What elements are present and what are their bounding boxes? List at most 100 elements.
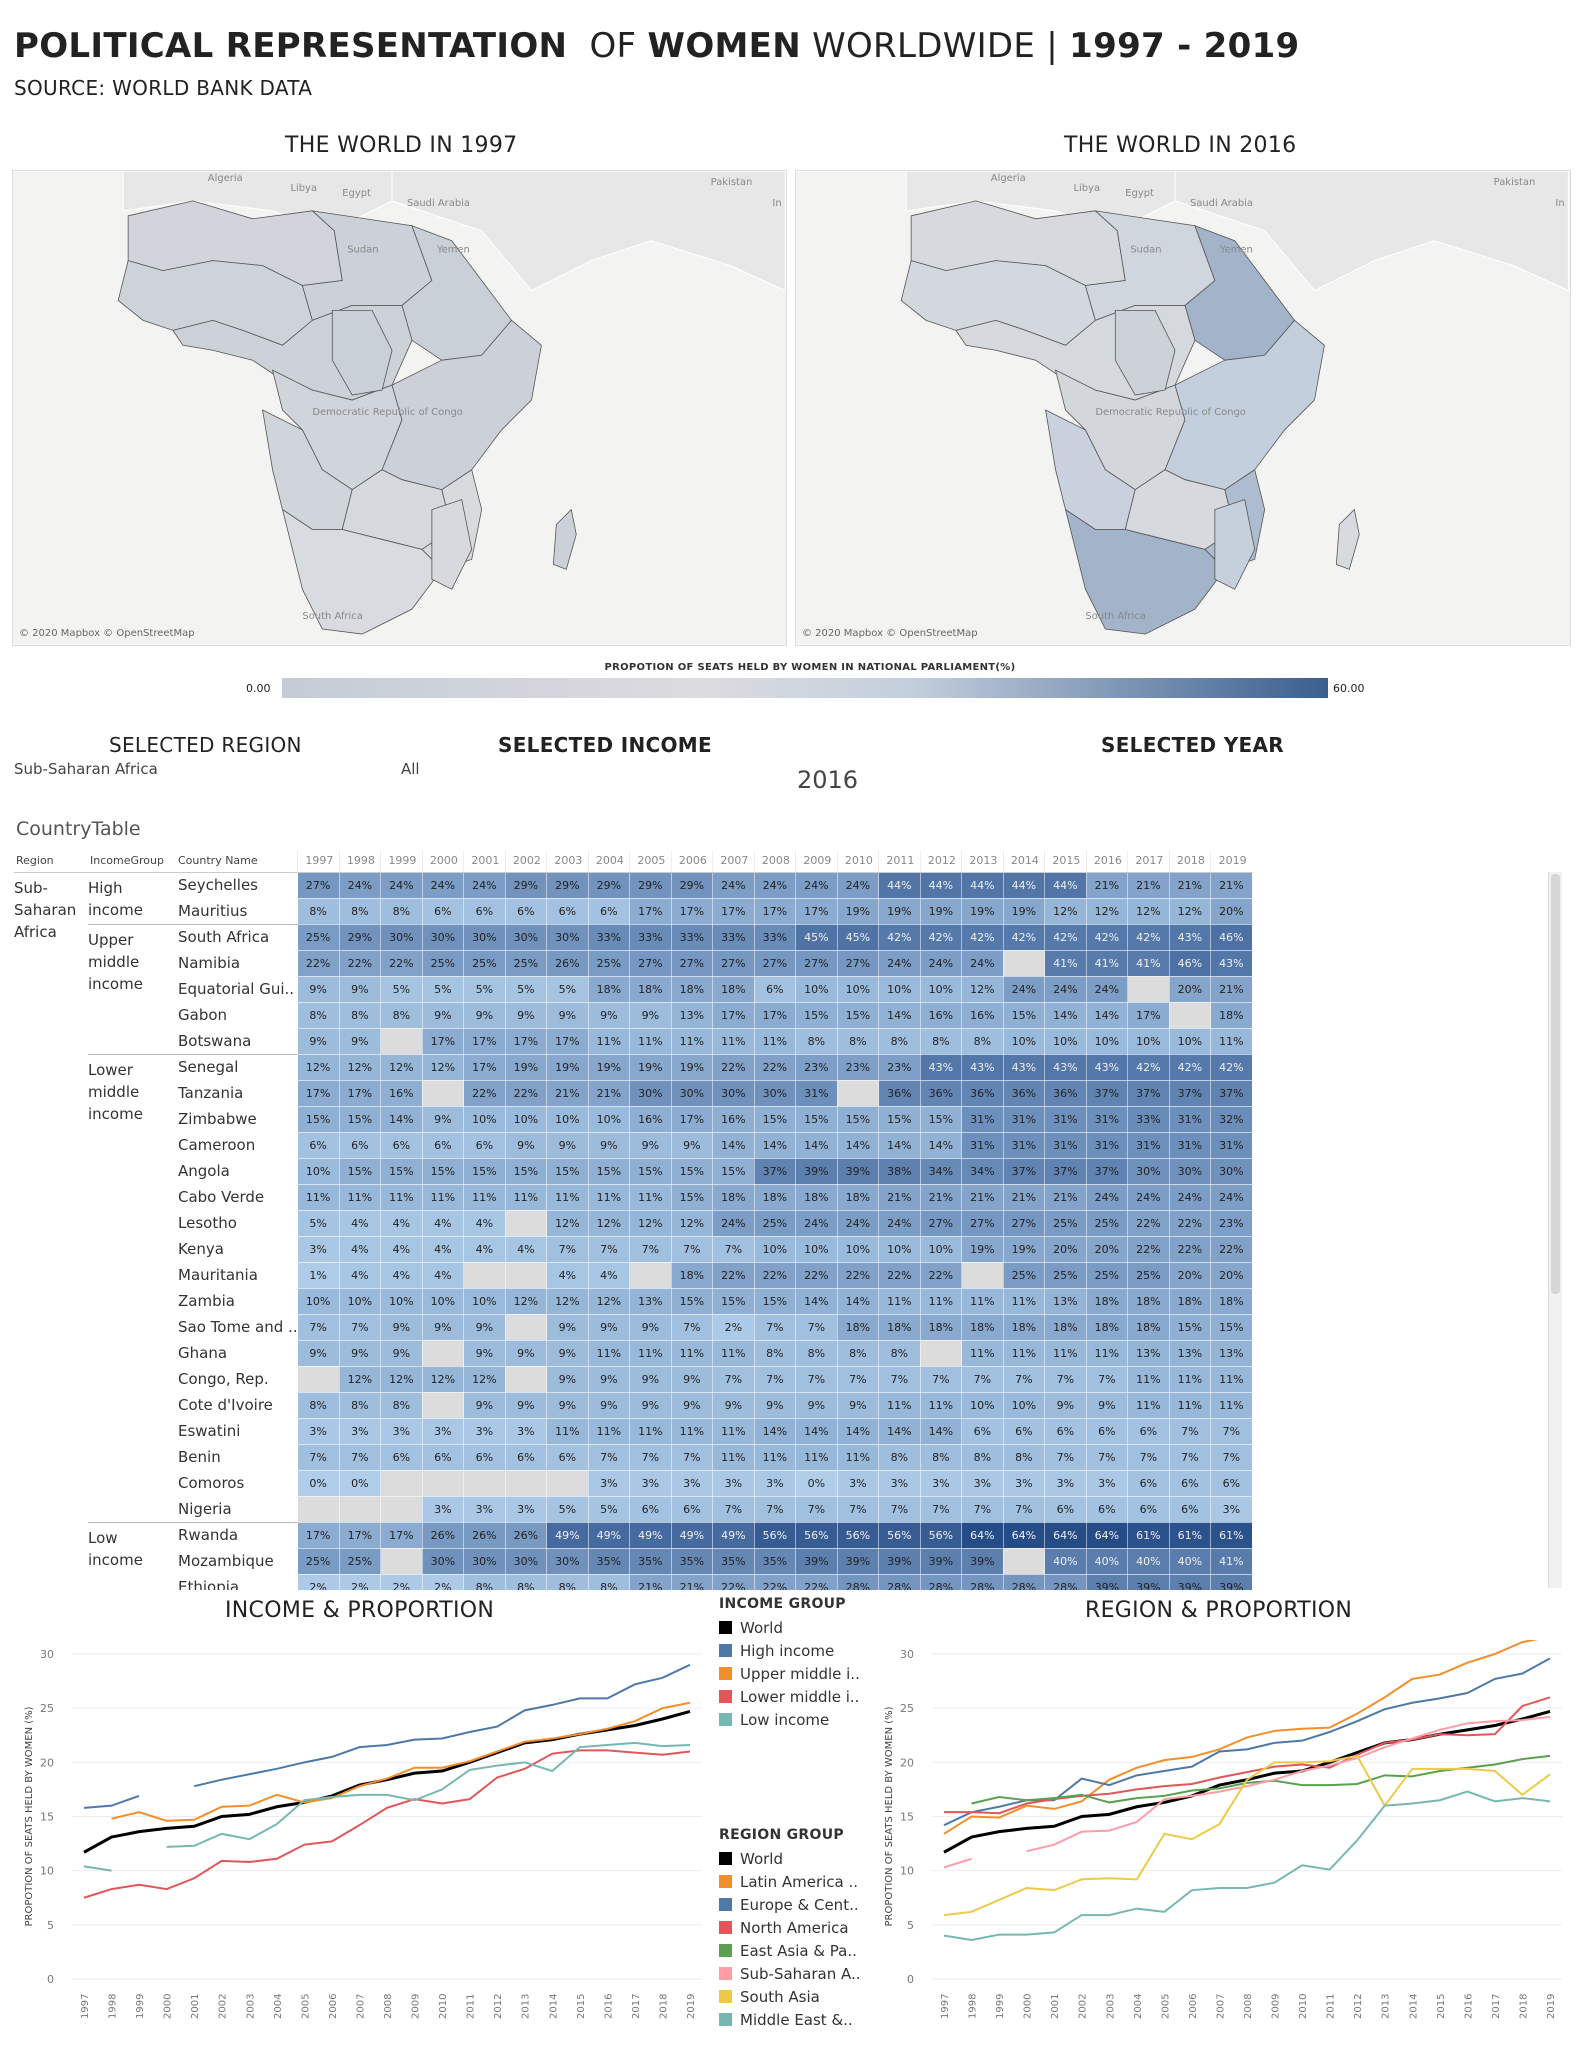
col-header-year[interactable]: 1998 <box>338 850 381 873</box>
value-cell[interactable]: 19% <box>505 1053 548 1081</box>
value-cell[interactable] <box>380 1470 423 1497</box>
value-cell[interactable]: 3% <box>671 1470 714 1497</box>
value-cell[interactable]: 9% <box>671 1366 714 1393</box>
value-cell[interactable]: 64% <box>1086 1521 1129 1549</box>
col-header-year[interactable]: 2009 <box>795 850 838 873</box>
value-cell[interactable]: 44% <box>878 872 921 899</box>
value-cell[interactable]: 33% <box>671 923 714 951</box>
value-cell[interactable]: 11% <box>671 1028 714 1055</box>
value-cell[interactable]: 12% <box>380 1053 423 1081</box>
value-cell[interactable]: 8% <box>339 1002 382 1029</box>
value-cell[interactable]: 11% <box>1210 1028 1253 1055</box>
value-cell[interactable]: 45% <box>795 923 838 951</box>
value-cell[interactable]: 11% <box>1044 1340 1087 1367</box>
value-cell[interactable]: 6% <box>1127 1470 1170 1497</box>
value-cell[interactable] <box>1127 976 1170 1003</box>
value-cell[interactable]: 24% <box>1003 976 1046 1003</box>
value-cell[interactable]: 3% <box>961 1470 1004 1497</box>
value-cell[interactable]: 17% <box>463 1053 506 1081</box>
value-cell[interactable]: 30% <box>712 1080 755 1107</box>
value-cell[interactable]: 15% <box>754 1106 797 1133</box>
value-cell[interactable] <box>380 1028 423 1055</box>
value-cell[interactable]: 3% <box>380 1418 423 1445</box>
value-cell[interactable]: 22% <box>878 1262 921 1289</box>
value-cell[interactable]: 19% <box>588 1053 631 1081</box>
value-cell[interactable]: 3% <box>629 1470 672 1497</box>
value-cell[interactable]: 8% <box>837 1340 880 1367</box>
value-cell[interactable]: 2% <box>380 1574 423 1590</box>
value-cell[interactable]: 7% <box>546 1236 589 1263</box>
col-header-year[interactable]: 2016 <box>1085 850 1128 873</box>
value-cell[interactable]: 9% <box>629 1366 672 1393</box>
value-cell[interactable]: 42% <box>1210 1053 1253 1081</box>
table-row[interactable]: Upper middle income South Africa 25% 29% 30%… <box>14 923 1253 1054</box>
value-cell[interactable]: 11% <box>837 1444 880 1471</box>
value-cell[interactable]: 14% <box>754 1418 797 1445</box>
col-header-year[interactable]: 2015 <box>1044 850 1087 873</box>
value-cell[interactable]: 42% <box>1044 923 1087 951</box>
country-name-cell[interactable]: Zimbabwe <box>178 1110 257 1128</box>
value-cell[interactable]: 3% <box>1044 1470 1087 1497</box>
value-cell[interactable]: 33% <box>1127 1106 1170 1133</box>
value-cell[interactable]: 41% <box>1127 950 1170 977</box>
value-cell[interactable]: 28% <box>837 1574 880 1590</box>
value-cell[interactable]: 11% <box>297 1184 340 1211</box>
value-cell[interactable]: 37% <box>1086 1080 1129 1107</box>
value-cell[interactable] <box>961 1262 1004 1289</box>
value-cell[interactable]: 8% <box>795 1340 838 1367</box>
value-cell[interactable]: 10% <box>837 1236 880 1263</box>
value-cell[interactable]: 10% <box>961 1392 1004 1419</box>
value-cell[interactable]: 7% <box>878 1496 921 1523</box>
legend-item[interactable]: Sub-Saharan A.. <box>719 1962 861 1985</box>
value-cell[interactable]: 6% <box>380 1444 423 1471</box>
legend-item[interactable]: World <box>719 1847 861 1870</box>
value-cell[interactable]: 22% <box>837 1262 880 1289</box>
value-cell[interactable]: 43% <box>1210 950 1253 977</box>
value-cell[interactable]: 31% <box>1169 1132 1212 1159</box>
value-cell[interactable]: 8% <box>297 1002 340 1029</box>
value-cell[interactable]: 0% <box>339 1470 382 1497</box>
value-cell[interactable]: 23% <box>795 1053 838 1081</box>
value-cell[interactable]: 39% <box>1086 1574 1129 1590</box>
country-name-cell[interactable]: South Africa <box>176 923 298 950</box>
value-cell[interactable]: 40% <box>1127 1548 1170 1575</box>
value-cell[interactable]: 8% <box>754 1340 797 1367</box>
value-cell[interactable]: 24% <box>422 872 465 899</box>
value-cell[interactable]: 11% <box>588 1418 631 1445</box>
value-cell[interactable]: 8% <box>837 1028 880 1055</box>
series-line[interactable] <box>83 1865 112 1872</box>
value-cell[interactable]: 17% <box>339 1521 382 1549</box>
selected-year-value[interactable]: 2016 <box>797 766 859 794</box>
value-cell[interactable]: 18% <box>920 1314 963 1341</box>
value-cell[interactable]: 18% <box>1210 1288 1253 1315</box>
series-line[interactable] <box>943 1790 1551 1942</box>
value-cell[interactable] <box>1003 950 1046 977</box>
value-cell[interactable]: 16% <box>629 1106 672 1133</box>
map-country-shape[interactable] <box>331 310 393 396</box>
value-cell[interactable]: 7% <box>629 1444 672 1471</box>
value-cell[interactable]: 3% <box>1210 1496 1253 1523</box>
value-cell[interactable]: 11% <box>629 1028 672 1055</box>
value-cell[interactable]: 6% <box>1169 1470 1212 1497</box>
value-cell[interactable]: 34% <box>961 1158 1004 1185</box>
value-cell[interactable]: 8% <box>878 1028 921 1055</box>
value-cell[interactable]: 24% <box>795 872 838 899</box>
value-cell[interactable]: 30% <box>422 1548 465 1575</box>
value-cell[interactable]: 15% <box>588 1158 631 1185</box>
series-line[interactable] <box>193 1663 691 1788</box>
value-cell[interactable]: 49% <box>629 1521 672 1549</box>
value-cell[interactable]: 11% <box>712 1444 755 1471</box>
value-cell[interactable]: 3% <box>754 1470 797 1497</box>
value-cell[interactable]: 33% <box>629 923 672 951</box>
value-cell[interactable]: 43% <box>961 1053 1004 1081</box>
value-cell[interactable]: 16% <box>920 1002 963 1029</box>
value-cell[interactable]: 9% <box>546 1002 589 1029</box>
value-cell[interactable]: 6% <box>1127 1418 1170 1445</box>
value-cell[interactable]: 15% <box>380 1158 423 1185</box>
value-cell[interactable]: 10% <box>1127 1028 1170 1055</box>
value-cell[interactable]: 10% <box>878 976 921 1003</box>
value-cell[interactable]: 10% <box>505 1106 548 1133</box>
value-cell[interactable]: 49% <box>671 1521 714 1549</box>
value-cell[interactable]: 40% <box>1044 1548 1087 1575</box>
value-cell[interactable]: 2% <box>712 1314 755 1341</box>
